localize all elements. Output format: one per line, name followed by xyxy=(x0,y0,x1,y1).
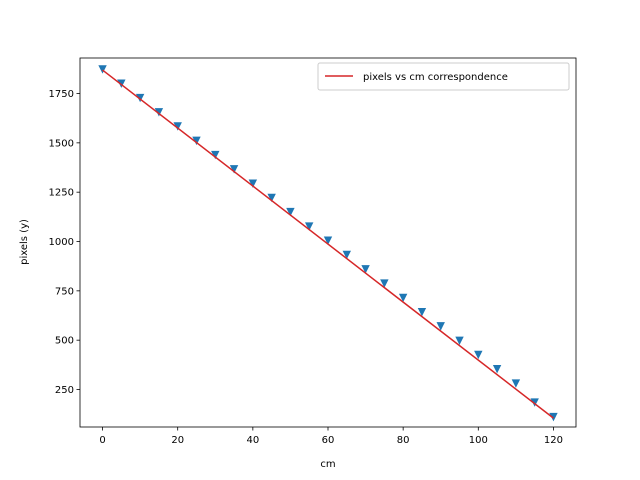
data-point xyxy=(173,122,182,131)
legend-label: pixels vs cm correspondence xyxy=(363,72,508,83)
y-tick-label: 1250 xyxy=(49,188,74,199)
data-point xyxy=(248,179,258,188)
data-point xyxy=(211,150,220,160)
y-tick-label: 1750 xyxy=(49,89,74,100)
data-point xyxy=(455,336,464,345)
x-axis-label: cm xyxy=(320,459,335,470)
data-point xyxy=(530,398,539,407)
plot-frame xyxy=(79,57,577,428)
data-point xyxy=(305,222,314,231)
x-tick-label: 120 xyxy=(544,435,563,446)
data-point xyxy=(492,364,502,374)
x-tick-label: 80 xyxy=(397,435,410,446)
data-point xyxy=(474,350,483,360)
data-point xyxy=(549,412,558,422)
legend: pixels vs cm correspondence xyxy=(317,62,570,91)
data-point xyxy=(361,265,370,274)
data-point xyxy=(229,165,239,174)
data-point xyxy=(380,279,389,288)
data-point xyxy=(342,250,351,260)
data-point xyxy=(436,322,445,331)
data-point xyxy=(135,93,145,103)
y-tick-label: 1500 xyxy=(49,138,74,149)
x-tick-label: 0 xyxy=(99,435,105,446)
data-point xyxy=(98,65,107,74)
data-point xyxy=(417,307,427,317)
data-markers xyxy=(98,65,558,422)
y-tick-label: 250 xyxy=(55,385,74,396)
y-axis-label: pixels (y) xyxy=(19,219,30,265)
x-axis-ticks: 0 20 40 60 80 100 120 xyxy=(99,427,563,446)
x-tick-label: 60 xyxy=(322,435,335,446)
x-tick-label: 100 xyxy=(469,435,488,446)
data-point xyxy=(286,207,295,217)
data-point xyxy=(192,136,201,146)
data-point xyxy=(323,236,333,245)
data-point xyxy=(154,108,164,117)
data-point xyxy=(267,193,276,203)
x-tick-label: 40 xyxy=(246,435,259,446)
y-tick-label: 500 xyxy=(55,336,74,347)
y-axis-ticks: 250 500 750 1000 1250 1500 1750 xyxy=(49,89,80,396)
y-tick-label: 1000 xyxy=(49,237,74,248)
fit-line xyxy=(102,69,554,419)
data-point xyxy=(398,293,408,303)
x-tick-label: 20 xyxy=(171,435,184,446)
y-tick-label: 750 xyxy=(55,286,74,297)
data-point xyxy=(511,379,521,388)
legend-box xyxy=(317,62,570,91)
